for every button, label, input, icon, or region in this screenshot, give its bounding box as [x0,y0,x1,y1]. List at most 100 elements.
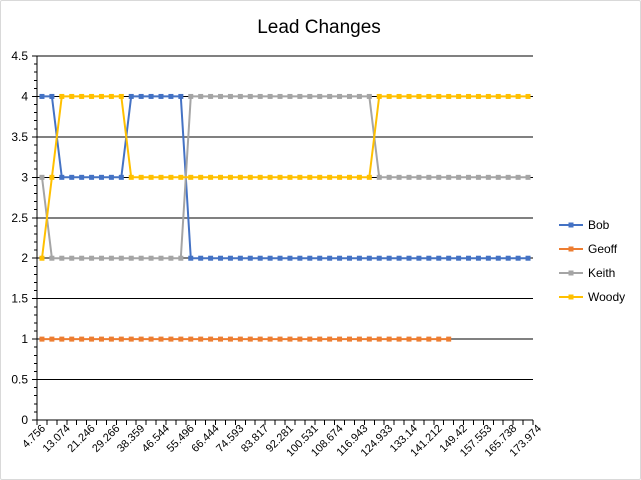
data-point [118,174,124,180]
y-tick-label: 1.5 [11,292,28,306]
legend-label: Woody [588,290,625,304]
data-point [356,255,362,261]
data-point [227,174,233,180]
chart-title: Lead Changes [257,17,381,38]
data-point [525,255,531,261]
data-point [356,336,362,342]
data-point [376,336,382,342]
y-tick-label: 3 [21,170,28,184]
data-point [59,336,65,342]
data-point [505,174,511,180]
data-point [39,255,45,261]
data-point [337,174,343,180]
data-point [396,255,402,261]
data-point [188,255,194,261]
data-point [466,174,472,180]
data-point [366,336,372,342]
data-point [267,336,273,342]
data-point [376,93,382,99]
data-point [307,93,313,99]
data-point [426,255,432,261]
data-point [446,174,452,180]
data-point [267,255,273,261]
data-point [416,93,422,99]
data-point [287,255,293,261]
data-point [297,336,303,342]
data-point [218,336,224,342]
data-point [148,336,154,342]
series-woody [39,93,531,261]
legend-marker [568,222,574,228]
legend-item-keith: Keith [559,266,615,280]
data-point [416,255,422,261]
data-point [366,93,372,99]
data-point [178,174,184,180]
data-point [525,174,531,180]
data-point [69,336,75,342]
data-point [406,93,412,99]
data-point [148,93,154,99]
data-point [346,255,352,261]
data-point [168,255,174,261]
data-point [227,93,233,99]
data-point [297,93,303,99]
legend-label: Geoff [588,242,618,256]
y-tick-label: 2.5 [11,211,28,225]
data-point [198,255,204,261]
data-point [168,174,174,180]
data-point [98,336,104,342]
data-point [138,174,144,180]
data-point [257,255,263,261]
data-point [188,174,194,180]
data-point [327,93,333,99]
data-point [118,93,124,99]
data-point [317,336,323,342]
data-point [69,174,75,180]
data-point [436,255,442,261]
data-point [79,255,85,261]
data-point [346,93,352,99]
data-point [337,255,343,261]
data-point [505,255,511,261]
data-point [218,255,224,261]
data-point [148,255,154,261]
data-point [188,336,194,342]
data-point [337,93,343,99]
data-point [505,93,511,99]
data-point [59,93,65,99]
data-point [446,93,452,99]
data-point [396,174,402,180]
y-tick-label: 2 [21,251,28,265]
data-point [158,174,164,180]
data-point [386,336,392,342]
data-point [247,336,253,342]
y-tick-label: 4.5 [11,49,28,63]
data-point [515,93,521,99]
data-point [277,336,283,342]
data-point [267,93,273,99]
data-point [208,255,214,261]
data-point [376,174,382,180]
data-point [227,336,233,342]
data-point [118,255,124,261]
data-point [446,336,452,342]
data-point [406,174,412,180]
data-point [485,93,491,99]
data-point [366,174,372,180]
data-point [327,174,333,180]
data-point [307,255,313,261]
data-point [456,255,462,261]
data-point [108,174,114,180]
data-point [168,93,174,99]
y-tick-label: 0 [21,413,28,427]
data-point [475,93,481,99]
data-point [277,174,283,180]
data-point [208,93,214,99]
data-point [475,174,481,180]
data-point [396,336,402,342]
data-point [218,93,224,99]
data-point [89,336,95,342]
data-point [128,174,134,180]
data-point [525,93,531,99]
data-point [317,174,323,180]
